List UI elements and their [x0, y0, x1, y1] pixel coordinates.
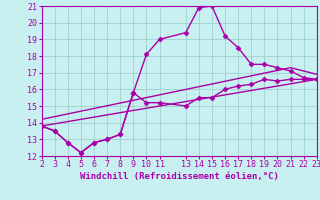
X-axis label: Windchill (Refroidissement éolien,°C): Windchill (Refroidissement éolien,°C) [80, 172, 279, 181]
